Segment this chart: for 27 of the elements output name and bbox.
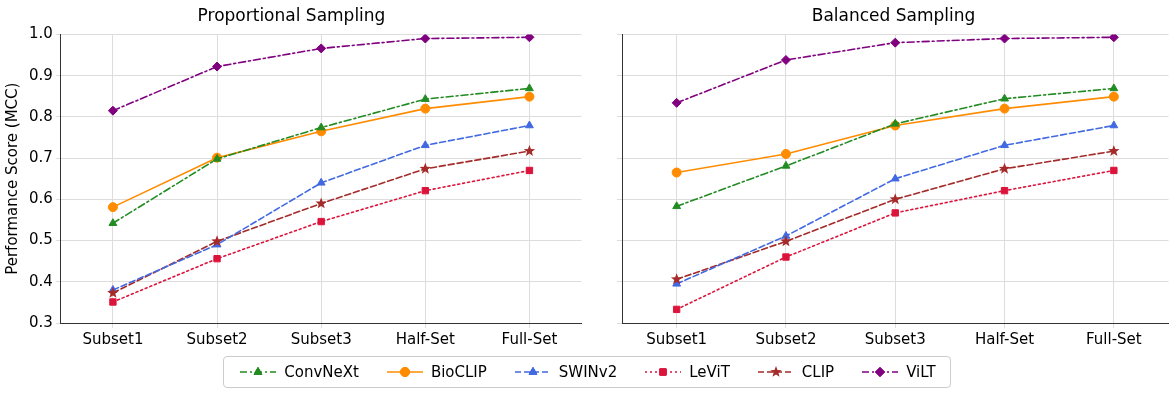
- y-tick-label: 0.3: [29, 312, 53, 331]
- y-tick-label: 0.6: [29, 189, 53, 208]
- y-tick-label: 0.9: [29, 65, 53, 84]
- legend-label: ViLT: [906, 363, 936, 381]
- chart-title: Balanced Sampling: [811, 4, 976, 25]
- y-axis-title: Performance Score (MCC): [2, 82, 21, 275]
- x-tick-label: Half-Set: [395, 329, 455, 348]
- legend-label: BioCLIP: [430, 363, 487, 381]
- x-tick-label: Half-Set: [974, 329, 1035, 348]
- y-tick-label: 0.7: [29, 147, 53, 166]
- legend-label: SWINv2: [558, 363, 618, 381]
- x-tick-label: Subset2: [755, 329, 817, 348]
- y-tick-label: 0.5: [29, 230, 53, 249]
- x-tick-label: Full-Set: [1086, 329, 1142, 348]
- y-tick-label: 1.0: [29, 24, 53, 43]
- x-tick-label: Subset3: [864, 329, 926, 348]
- x-tick-label: Subset3: [290, 329, 352, 348]
- legend-label: LeViT: [689, 363, 730, 381]
- legend-label: ConvNeXt: [284, 363, 359, 381]
- x-tick-label: Subset1: [82, 329, 144, 348]
- x-tick-label: Subset2: [186, 329, 248, 348]
- x-tick-label: Full-Set: [501, 329, 558, 348]
- y-tick-label: 0.4: [29, 271, 53, 290]
- chart-title: Proportional Sampling: [197, 4, 386, 25]
- x-tick-label: Subset1: [646, 329, 708, 348]
- y-tick-label: 0.8: [29, 106, 53, 125]
- legend-label: CLIP: [801, 363, 835, 381]
